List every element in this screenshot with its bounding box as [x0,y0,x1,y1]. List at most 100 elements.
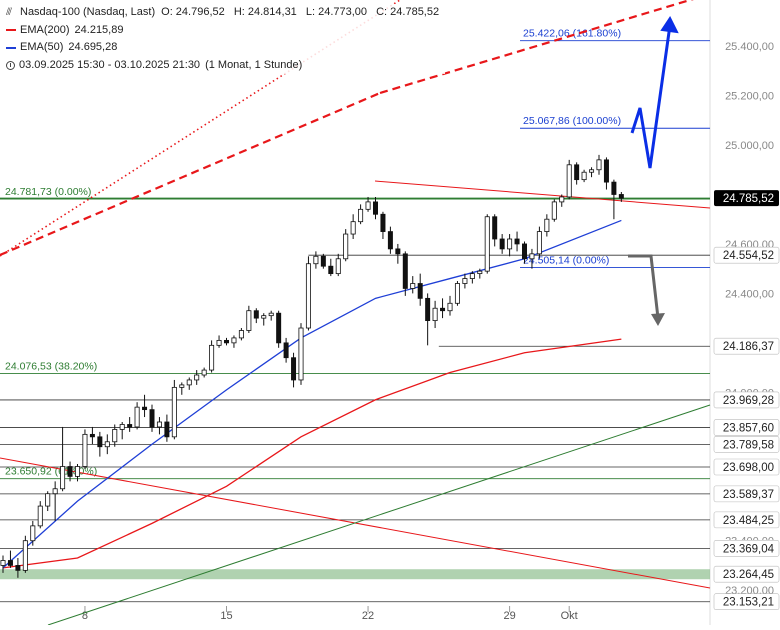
trend-support-line [47,404,711,626]
candle-body [37,505,43,527]
candle-body [164,421,170,438]
projection-down-arrowhead [651,313,665,326]
projection-up-arrowhead [660,16,679,34]
candle [276,310,282,348]
candle [410,276,416,294]
candle [156,417,162,435]
projection-down-path [628,254,660,319]
candle [447,295,453,316]
legend-close: C: 24.785,52 [376,6,440,18]
candle-body [22,540,28,571]
candle-body [618,194,624,199]
candle [142,394,148,418]
candle [350,214,356,239]
candle [231,335,237,348]
x-tick-label: 29 [503,610,515,622]
level-label-box [713,485,780,503]
level-label-box [713,436,780,453]
support-zone [0,569,710,580]
candle [30,520,36,546]
candle-body [529,253,535,260]
candle-body [566,164,572,198]
candle-body [104,441,110,448]
candle-body [30,525,36,542]
candle [320,253,326,269]
candle [194,370,200,385]
candle [97,431,103,457]
legend-ema50-row: EMA(50) 24.695,28 [6,39,445,57]
candle [514,231,520,252]
candle [283,337,289,363]
candle-body [454,283,460,304]
candle-body [75,466,81,477]
candle-body [574,164,580,181]
level-label: 23.153,21 [723,597,774,609]
candle [209,340,215,373]
candle-body [216,339,222,346]
candle-body [417,283,423,299]
level-label-box [713,511,780,529]
candle [201,367,207,378]
candle-body [462,278,468,284]
x-tick-label: 8 [82,610,88,622]
level-label-box [713,419,780,436]
ema200-swatch [6,29,16,32]
candle-body [82,433,88,467]
candle-body [581,171,587,181]
level-label-box [713,540,780,557]
candle [589,167,595,178]
candle-body [60,466,66,490]
candle [328,258,334,277]
candle [469,271,475,284]
candle-body [499,238,505,250]
candle [522,241,528,264]
candle [313,251,319,269]
candlestick-icon: ⫻ [6,7,12,18]
legend-ema200-value: 24.215,89 [74,23,124,36]
ema200-line [2,338,622,569]
candle [536,226,542,259]
candle-body [231,337,237,344]
candle [581,169,587,183]
candle-body [238,330,244,339]
candle [432,300,438,329]
candle [291,352,297,388]
candle [60,426,66,492]
level-label: 23.969,28 [723,395,774,407]
candle-body [52,488,58,495]
trend-channel-dashed-line [379,0,694,95]
candle-body [201,369,207,376]
candle [477,268,483,279]
candle-body [0,560,6,566]
y-tick-label: 25.400,00 [725,41,774,53]
candle-body [112,429,118,443]
candle-body [559,196,565,203]
candle-body [425,297,431,322]
legend-open: O: 24.796,52 [161,6,225,18]
candle-body [171,386,177,438]
candle [127,417,133,432]
candle [104,434,110,455]
candle [305,256,311,331]
candle [119,421,125,440]
candle [544,214,550,237]
candle [82,429,88,469]
candle-body [536,231,542,255]
candle [164,414,170,442]
candle-body [223,339,229,344]
candle-body [194,374,200,381]
level-label: 23.369,04 [723,543,775,555]
candle-body [305,263,311,329]
trend-resistance-line [374,180,711,209]
candle [268,310,274,321]
candle-body [477,270,483,275]
candle [171,379,177,440]
candle-body [268,312,274,317]
candle-body [246,310,252,331]
candle-body [313,255,319,265]
legend-range-row: 03.09.2025 15:30 - 03.10.2025 21:30 (1 M… [6,57,445,75]
candle [425,293,431,346]
candle-body [343,233,349,260]
